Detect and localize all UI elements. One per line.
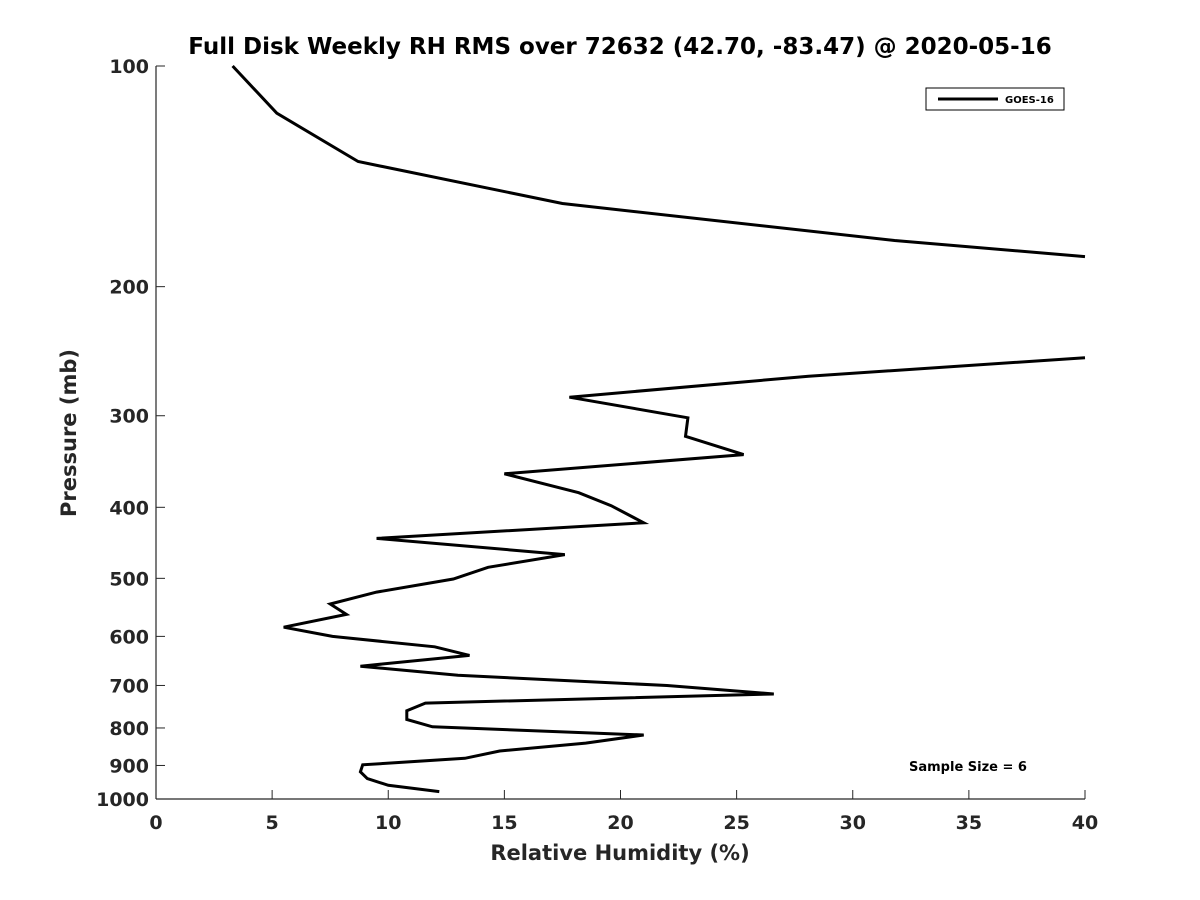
x-tick-label: 15 [491,812,517,834]
x-tick-label: 5 [266,812,279,834]
y-tick-label: 700 [109,675,149,697]
y-tick-label: 400 [109,497,149,519]
x-tick-label: 40 [1072,812,1098,834]
x-axis-ticks: 0 5 10 15 20 25 30 35 40 [149,790,1098,834]
series-line-goes16-segment-2 [283,356,1086,794]
x-tick-label: 20 [607,812,633,834]
legend: GOES-16 [925,87,1065,111]
series-layer [231,64,1086,794]
series-line-goes16-segment-1 [231,64,1086,259]
x-tick-label: 35 [956,812,982,834]
sample-size-annotation: Sample Size = 6 [909,760,1027,775]
y-tick-label: 200 [109,277,149,299]
x-tick-label: 0 [149,812,162,834]
x-axis-label: Relative Humidity (%) [490,841,749,865]
chart-title: Full Disk Weekly RH RMS over 72632 (42.7… [188,34,1051,60]
y-tick-label: 100 [109,56,149,78]
y-tick-label: 900 [109,755,149,777]
axes-frame [155,66,1085,800]
x-tick-label: 10 [375,812,401,834]
x-tick-label: 25 [723,812,749,834]
y-tick-label: 1000 [96,789,149,811]
y-tick-label: 600 [109,626,149,648]
x-tick-label: 30 [840,812,866,834]
y-tick-label: 800 [109,718,149,740]
y-axis-ticks: 100 200 300 400 500 600 700 800 900 1000 [96,56,165,811]
legend-label-goes16: GOES-16 [1005,95,1054,106]
y-axis-label: Pressure (mb) [57,349,81,517]
y-tick-label: 300 [109,406,149,428]
y-tick-label: 500 [109,568,149,590]
